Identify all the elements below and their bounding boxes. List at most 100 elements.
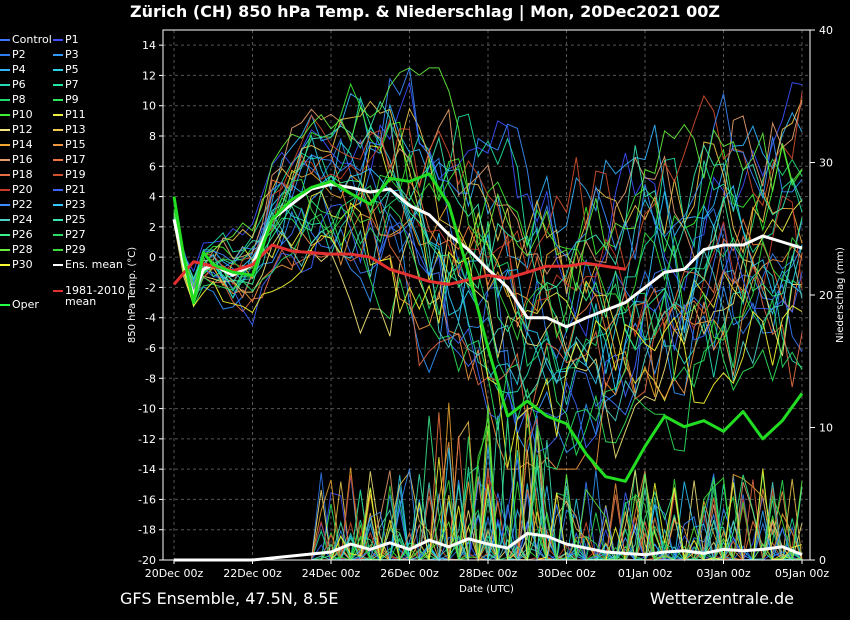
legend-label: P21 — [65, 183, 86, 196]
legend-item: P5 — [53, 63, 79, 77]
legend-item: P11 — [53, 108, 86, 122]
y-tick-label: -12 — [138, 433, 156, 446]
legend-label: P12 — [12, 123, 33, 136]
y-tick-label: -2 — [145, 281, 156, 294]
brand-label: Wetterzentrale.de — [649, 589, 794, 608]
legend-swatch — [0, 219, 10, 221]
axes: -20-18-16-14-12-10-8-6-4-20246810121420D… — [127, 24, 846, 595]
member-temp-line — [173, 202, 803, 468]
legend-label: P22 — [12, 198, 33, 211]
x-tick-label: 01Jan 00z — [618, 567, 672, 580]
y-tick-label: -20 — [138, 554, 156, 567]
x-tick-label: 26Dec 00z — [380, 567, 439, 580]
legend-label: P3 — [65, 48, 79, 61]
legend-label: Ens. mean — [65, 258, 123, 271]
chart-title: Zürich (CH) 850 hPa Temp. & Niederschlag… — [130, 2, 720, 21]
legend-swatch — [53, 290, 63, 292]
legend-swatch — [0, 249, 10, 251]
legend-label: P29 — [65, 243, 86, 256]
legend-swatch — [53, 54, 63, 56]
legend-label: P11 — [65, 108, 86, 121]
member-temp-line — [173, 213, 803, 471]
legend-swatch — [53, 159, 63, 161]
legend-swatch — [53, 129, 63, 131]
member-temp-line — [173, 99, 803, 295]
legend-swatch — [53, 219, 63, 221]
legend-swatch — [53, 39, 63, 41]
member-temp-line — [173, 67, 803, 291]
legend-item: P18 — [0, 168, 33, 182]
legend-swatch — [53, 189, 63, 191]
legend-label: Oper — [12, 298, 39, 311]
y-tick-label: -6 — [145, 342, 156, 355]
y-tick-label: 4 — [149, 191, 156, 204]
legend-label: P27 — [65, 228, 86, 241]
legend-item: P27 — [53, 228, 86, 242]
legend-item: P7 — [53, 78, 79, 92]
legend-label: P5 — [65, 63, 79, 76]
legend-item: P30 — [0, 258, 33, 272]
legend-swatch — [53, 174, 63, 176]
legend-item: P2 — [0, 48, 26, 62]
legend-swatch — [0, 54, 10, 56]
member-temp-line — [173, 152, 803, 342]
legend-item: P29 — [53, 243, 86, 257]
legend-label: P2 — [12, 48, 26, 61]
y2-tick-label: 40 — [819, 24, 833, 37]
legend-item: P16 — [0, 153, 33, 167]
member-temp-line — [173, 203, 803, 453]
legend-label: P26 — [12, 228, 33, 241]
legend-label: P10 — [12, 108, 33, 121]
y-tick-label: 2 — [149, 221, 156, 234]
legend-item: P9 — [53, 93, 79, 107]
legend-item: P3 — [53, 48, 79, 62]
y-axis-label: 850 hPa Temp. (°C) — [127, 247, 138, 343]
legend-item: Control — [0, 33, 52, 47]
x-tick-label: 03Jan 00z — [696, 567, 750, 580]
legend-label: P23 — [65, 198, 86, 211]
legend-label: P13 — [65, 123, 86, 136]
y2-tick-label: 10 — [819, 422, 833, 435]
legend-item: P10 — [0, 108, 33, 122]
legend-swatch — [53, 144, 63, 146]
member-temp-line — [173, 205, 803, 470]
legend-label: P8 — [12, 93, 26, 106]
legend-swatch — [0, 264, 10, 266]
y-tick-label: 6 — [149, 160, 156, 173]
legend-item: P25 — [53, 213, 86, 227]
y-tick-label: -18 — [138, 524, 156, 537]
member-temp-line — [173, 189, 803, 455]
legend-item: P8 — [0, 93, 26, 107]
y-tick-label: -10 — [138, 403, 156, 416]
legend-item: P4 — [0, 63, 26, 77]
member-temp-line — [173, 82, 803, 284]
x-axis-label: Date (UTC) — [459, 584, 514, 595]
legend-label: P24 — [12, 213, 33, 226]
y2-tick-label: 30 — [819, 157, 833, 170]
legend-item: P14 — [0, 138, 33, 152]
legend-label: P20 — [12, 183, 33, 196]
legend-swatch — [0, 114, 10, 116]
y2-axis-label: Niederschlag (mm) — [835, 247, 846, 343]
legend-item: P17 — [53, 153, 86, 167]
y2-tick-label: 0 — [819, 554, 826, 567]
legend-swatch — [0, 39, 10, 41]
legend-swatch — [53, 69, 63, 71]
legend-swatch — [0, 204, 10, 206]
climate-mean-line — [172, 243, 626, 286]
y-tick-label: -8 — [145, 372, 156, 385]
member-temp-line — [173, 82, 803, 338]
y-tick-label: 10 — [142, 100, 156, 113]
legend-item: P1 — [53, 33, 79, 47]
legend-swatch — [53, 84, 63, 86]
legend-item: 1981-2010 mean — [53, 285, 125, 307]
legend-item: P19 — [53, 168, 86, 182]
y-tick-label: 8 — [149, 130, 156, 143]
legend-swatch — [53, 249, 63, 251]
legend-label: P1 — [65, 33, 79, 46]
x-tick-label: 22Dec 00z — [223, 567, 282, 580]
legend-item: P15 — [53, 138, 86, 152]
legend-label: P17 — [65, 153, 86, 166]
y-tick-label: -4 — [145, 312, 156, 325]
